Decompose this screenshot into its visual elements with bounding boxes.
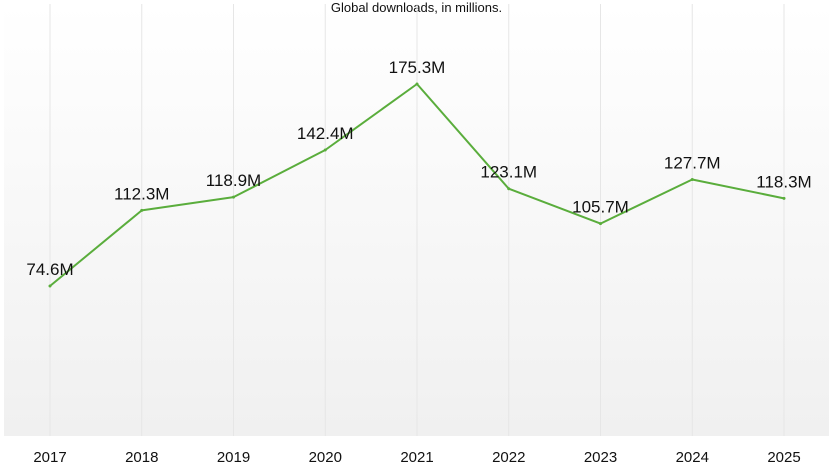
x-tick-label-2018: 2018 [125,449,158,466]
data-label-2025: 118.3M [756,172,811,191]
data-point-2017 [48,284,52,288]
data-point-2020 [323,148,327,152]
gridlines [49,4,785,436]
x-tick-label-2020: 2020 [309,449,342,466]
x-tick-label-2024: 2024 [676,449,709,466]
data-label-2017: 74.6M [26,260,73,279]
data-label-2019: 118.9M [206,171,261,190]
data-label-2024: 127.7M [664,153,721,172]
x-tick-label-2025: 2025 [767,449,800,466]
data-point-2024 [690,177,694,181]
x-tick-label-2021: 2021 [400,449,433,466]
x-tick-label-2019: 2019 [217,449,250,466]
data-label-2021: 175.3M [389,58,446,77]
data-point-2023 [599,222,602,226]
data-point-2021 [415,82,419,86]
data-point-2019 [232,195,235,199]
x-tick-label-2022: 2022 [492,449,525,466]
data-label-2020: 142.4M [297,124,354,143]
data-label-2022: 123.1M [480,163,537,182]
data-point-2025 [782,196,786,200]
x-tick-label-2017: 2017 [33,449,66,466]
data-labels: 74.6M 112.3M 118.9M 142.4M 175.3M 123.1M 105.7… [26,58,811,279]
data-point-2018 [140,208,144,212]
x-axis: 2017 2018 2019 2020 2021 2022 2023 2024 2025 [33,449,800,466]
data-label-2018: 112.3M [114,184,169,203]
x-tick-label-2023: 2023 [584,449,617,466]
data-point-2022 [507,187,511,191]
data-label-2023: 105.7M [572,198,629,217]
series-line-group [48,82,786,288]
